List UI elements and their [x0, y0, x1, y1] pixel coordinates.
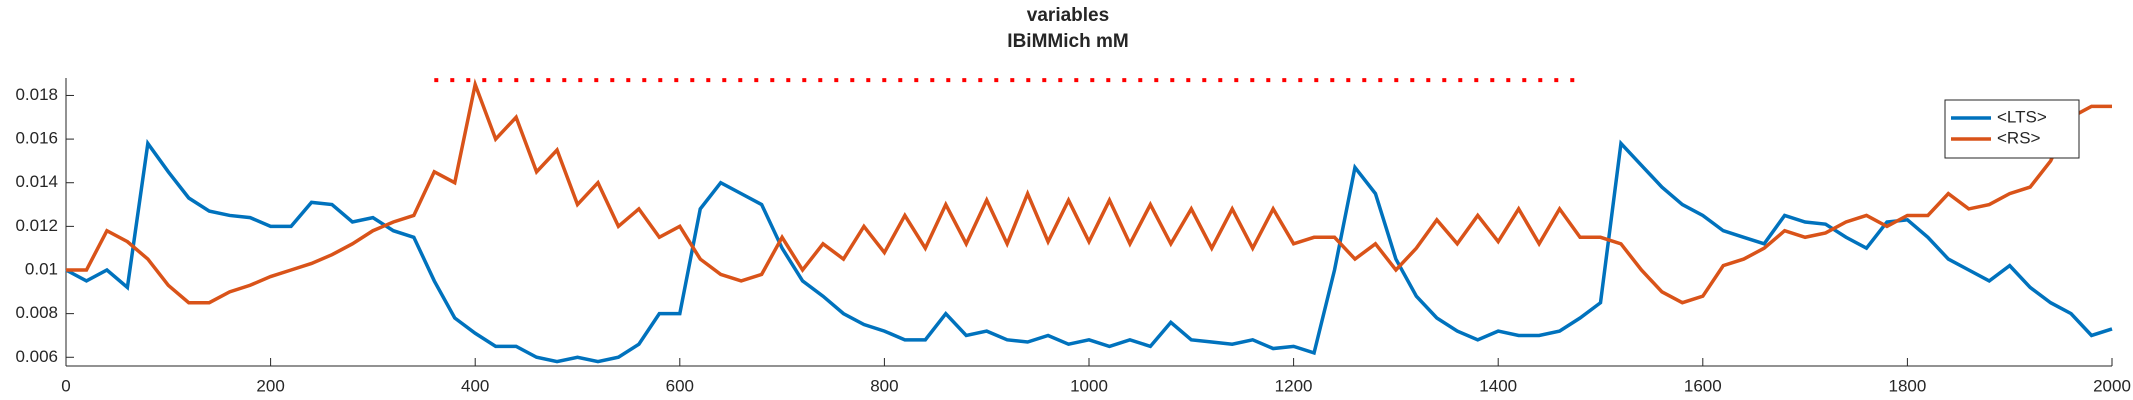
x-tick-label: 1600 — [1684, 376, 1722, 395]
x-tick-label: 1400 — [1479, 376, 1517, 395]
x-tick-label: 400 — [461, 376, 489, 395]
y-tick-label: 0.018 — [15, 85, 58, 104]
x-tick-label: 600 — [666, 376, 694, 395]
x-tick-label: 0 — [61, 376, 70, 395]
y-tick-label: 0.016 — [15, 129, 58, 148]
series-line — [66, 78, 2112, 305]
y-tick-label: 0.012 — [15, 216, 58, 235]
x-tick-label: 1200 — [1275, 376, 1313, 395]
series-line — [65, 138, 2113, 364]
x-tick-label: 2000 — [2093, 376, 2131, 395]
legend-label: <LTS> — [1997, 107, 2047, 126]
x-tick-label: 1000 — [1070, 376, 1108, 395]
y-tick-label: 0.008 — [15, 303, 58, 322]
chart-title: variables — [1027, 5, 1109, 26]
x-tick-label: 1800 — [1888, 376, 1926, 395]
chart-subtitle: IBiMMich mM — [1007, 31, 1128, 52]
x-tick-label: 200 — [256, 376, 284, 395]
y-tick-label: 0.006 — [15, 347, 58, 366]
legend-label: <RS> — [1997, 128, 2041, 147]
y-tick-label: 0.01 — [25, 259, 58, 278]
x-tick-label: 800 — [870, 376, 898, 395]
y-tick-label: 0.014 — [15, 172, 58, 191]
legend-box — [1944, 99, 2080, 159]
